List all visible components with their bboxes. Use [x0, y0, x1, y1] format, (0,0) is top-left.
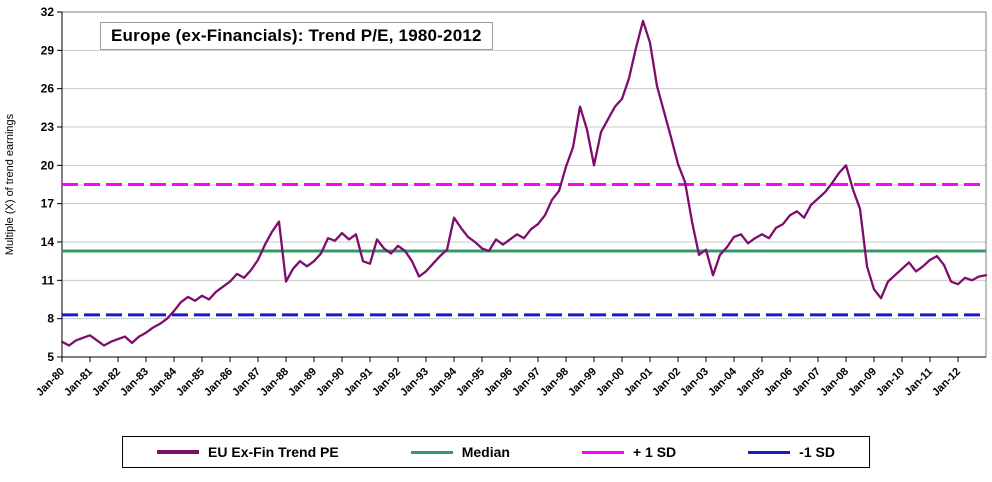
- plus-1sd-line-swatch: [581, 450, 624, 454]
- x-tick-label: Jan-93: [398, 366, 431, 399]
- y-tick-label: 11: [41, 273, 54, 287]
- x-tick-label: Jan-05: [734, 366, 767, 399]
- x-tick-label: Jan-08: [818, 366, 851, 399]
- x-tick-label: Jan-82: [90, 366, 123, 399]
- chart-title: Europe (ex-Financials): Trend P/E, 1980-…: [100, 22, 493, 50]
- legend-item-plus-1sd: + 1 SD: [581, 444, 677, 460]
- x-tick-label: Jan-01: [622, 366, 655, 399]
- x-tick-label: Jan-86: [202, 366, 235, 399]
- legend-label-minus-1sd: -1 SD: [799, 444, 835, 460]
- x-tick-label: Jan-90: [314, 366, 347, 399]
- y-tick-label: 32: [41, 5, 55, 19]
- y-tick-label: 17: [41, 197, 55, 211]
- y-tick-label: 26: [41, 82, 55, 96]
- x-tick-label: Jan-98: [538, 366, 571, 399]
- legend: EU Ex-Fin Trend PE Median + 1 SD -1 SD: [122, 436, 870, 468]
- legend-item-trend-pe: EU Ex-Fin Trend PE: [157, 444, 339, 460]
- x-tick-label: Jan-87: [230, 366, 263, 399]
- y-tick-label: 5: [47, 350, 54, 364]
- y-tick-label: 23: [41, 120, 55, 134]
- y-tick-label: 29: [41, 43, 55, 57]
- trend-pe-line-swatch: [157, 450, 200, 454]
- x-tick-label: Jan-04: [706, 365, 740, 399]
- y-tick-label: 8: [47, 312, 54, 326]
- x-tick-label: Jan-07: [790, 366, 823, 399]
- x-tick-label: Jan-02: [650, 366, 683, 399]
- x-tick-label: Jan-96: [482, 366, 515, 399]
- x-tick-label: Jan-10: [874, 366, 907, 399]
- legend-item-median: Median: [410, 444, 510, 460]
- x-tick-label: Jan-88: [258, 366, 291, 399]
- chart-svg: 581114172023262932Jan-80Jan-81Jan-82Jan-…: [4, 5, 988, 399]
- x-tick-label: Jan-97: [510, 366, 543, 399]
- x-tick-label: Jan-89: [286, 366, 319, 399]
- x-tick-label: Jan-11: [902, 366, 935, 399]
- x-tick-label: Jan-81: [62, 366, 95, 399]
- median-line-swatch: [410, 450, 453, 454]
- y-axis-title: Multiple (X) of trend earnings: [4, 113, 16, 255]
- x-tick-label: Jan-12: [930, 366, 963, 399]
- x-tick-label: Jan-00: [594, 366, 627, 399]
- legend-label-plus-1sd: + 1 SD: [632, 444, 677, 460]
- x-tick-label: Jan-99: [566, 366, 599, 399]
- y-tick-label: 20: [41, 158, 55, 172]
- x-tick-label: Jan-94: [426, 365, 460, 399]
- x-tick-label: Jan-92: [370, 366, 403, 399]
- legend-label-trend-pe: EU Ex-Fin Trend PE: [208, 444, 339, 460]
- x-tick-label: Jan-83: [118, 366, 151, 399]
- x-tick-label: Jan-84: [146, 365, 180, 399]
- x-tick-label: Jan-85: [174, 366, 207, 399]
- y-tick-label: 14: [41, 235, 55, 249]
- x-tick-label: Jan-06: [762, 366, 795, 399]
- x-tick-label: Jan-91: [342, 366, 375, 399]
- x-tick-label: Jan-95: [454, 366, 487, 399]
- x-tick-label: Jan-80: [34, 366, 67, 399]
- legend-item-minus-1sd: -1 SD: [748, 444, 835, 460]
- minus-1sd-line-swatch: [748, 450, 791, 454]
- legend-label-median: Median: [461, 444, 510, 460]
- x-tick-label: Jan-03: [678, 366, 711, 399]
- series-line: [60, 19, 988, 347]
- x-tick-label: Jan-09: [846, 366, 879, 399]
